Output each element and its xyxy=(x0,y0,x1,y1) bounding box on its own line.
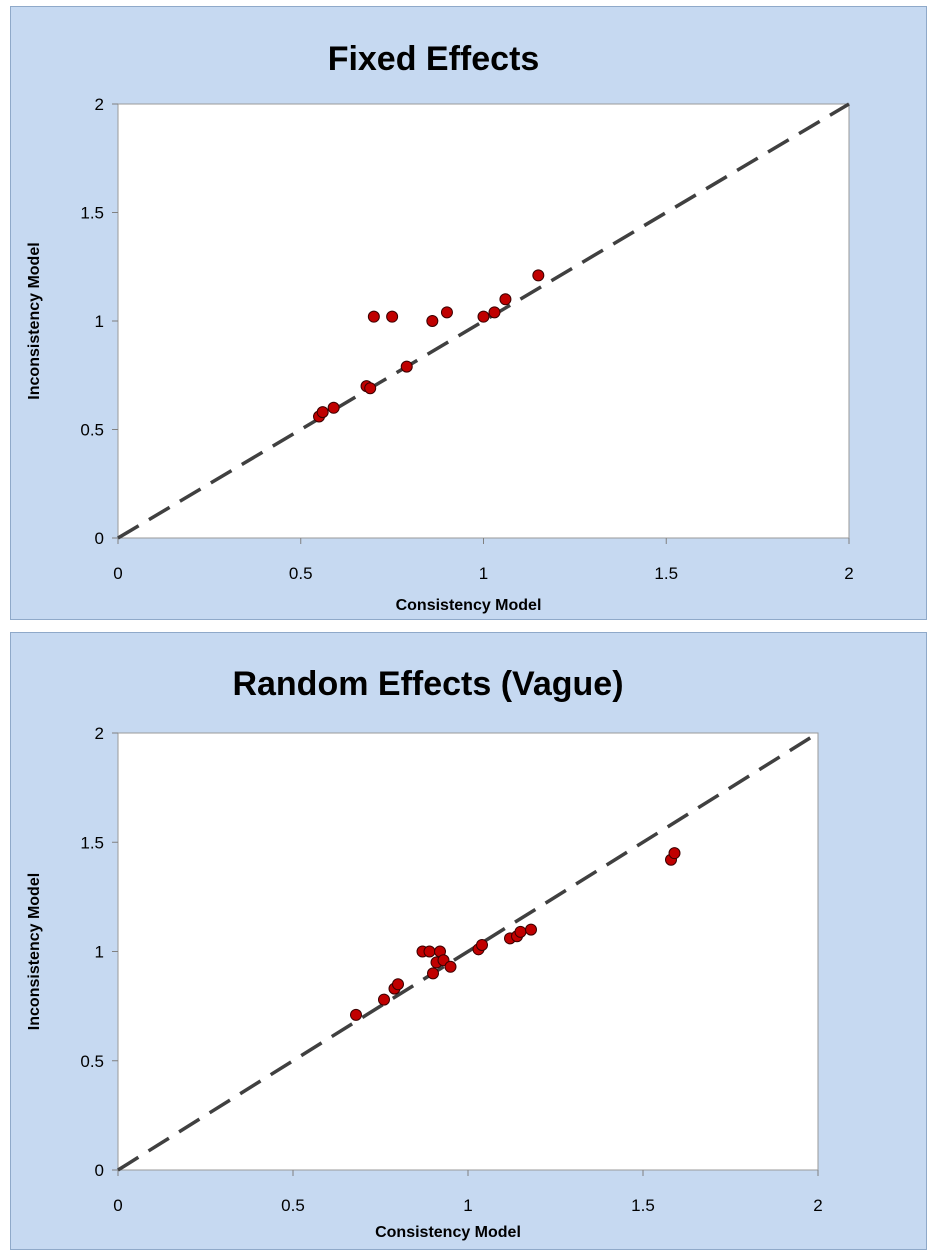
y-tick-label: 2 xyxy=(95,724,104,743)
data-point xyxy=(400,360,413,373)
data-point xyxy=(364,382,377,395)
data-point xyxy=(440,306,453,319)
x-tick-label: 1 xyxy=(463,1196,472,1215)
chart-panel-fixed-effects: Fixed Effects 0 0.5 1 1.5 2 0 0.5 1 1.5 2 Consisten… xyxy=(10,6,927,620)
y-tick-label: 2 xyxy=(95,95,104,114)
data-point xyxy=(488,306,501,319)
data-point xyxy=(378,993,390,1006)
data-point xyxy=(477,310,490,323)
x-tick-label: 1 xyxy=(479,564,488,583)
data-point xyxy=(525,923,537,936)
chart-title: Fixed Effects xyxy=(328,40,540,78)
data-point xyxy=(499,293,512,306)
data-point xyxy=(532,269,545,282)
scatter-chart-random-effects: Random Effects (Vague) 0 0.5 1 1.5 2 0 0.5 1 1.5 2… xyxy=(26,665,823,1241)
data-point xyxy=(350,1008,362,1021)
x-axis-label: Consistency Model xyxy=(375,1224,521,1241)
data-point xyxy=(316,406,329,419)
x-tick-label: 0.5 xyxy=(289,564,313,583)
y-tick-label: 0.5 xyxy=(80,421,104,440)
data-point xyxy=(668,847,681,860)
data-point xyxy=(427,967,439,980)
data-point xyxy=(426,315,439,327)
x-tick-label: 0.5 xyxy=(281,1196,305,1215)
y-tick-label: 1.5 xyxy=(80,204,104,223)
reference-line-identity xyxy=(117,731,819,1172)
y-tick-label: 1 xyxy=(95,943,104,962)
x-tick-label: 2 xyxy=(844,564,853,583)
y-tick-label: 1 xyxy=(95,312,104,331)
x-tick-label: 1.5 xyxy=(654,564,678,583)
data-point xyxy=(386,310,399,323)
data-point xyxy=(476,938,488,951)
x-tick-label: 1.5 xyxy=(631,1196,655,1215)
data-point xyxy=(327,401,340,414)
data-point xyxy=(392,978,404,991)
x-tick-label: 2 xyxy=(813,1196,822,1215)
chart-title: Random Effects (Vague) xyxy=(232,665,623,703)
y-axis-label: Inconsistency Model xyxy=(26,242,43,399)
x-tick-label: 0 xyxy=(113,1196,122,1215)
y-tick-label: 0 xyxy=(95,1161,104,1180)
scatter-chart-fixed-effects: Fixed Effects 0 0.5 1 1.5 2 0 0.5 1 1.5 2 Consisten… xyxy=(26,40,854,614)
y-tick-label: 1.5 xyxy=(80,833,104,852)
x-tick-label: 0 xyxy=(113,564,122,583)
data-point xyxy=(423,945,436,958)
data-point xyxy=(514,925,527,938)
y-axis-label: Inconsistency Model xyxy=(26,873,43,1030)
y-tick-label: 0.5 xyxy=(80,1052,104,1071)
data-point xyxy=(444,960,457,973)
chart-panel-random-effects: Random Effects (Vague) 0 0.5 1 1.5 2 0 0.5 1 1.5 2… xyxy=(10,632,927,1250)
x-axis-label: Consistency Model xyxy=(396,597,542,614)
y-tick-label: 0 xyxy=(95,529,104,548)
data-point xyxy=(367,310,380,323)
